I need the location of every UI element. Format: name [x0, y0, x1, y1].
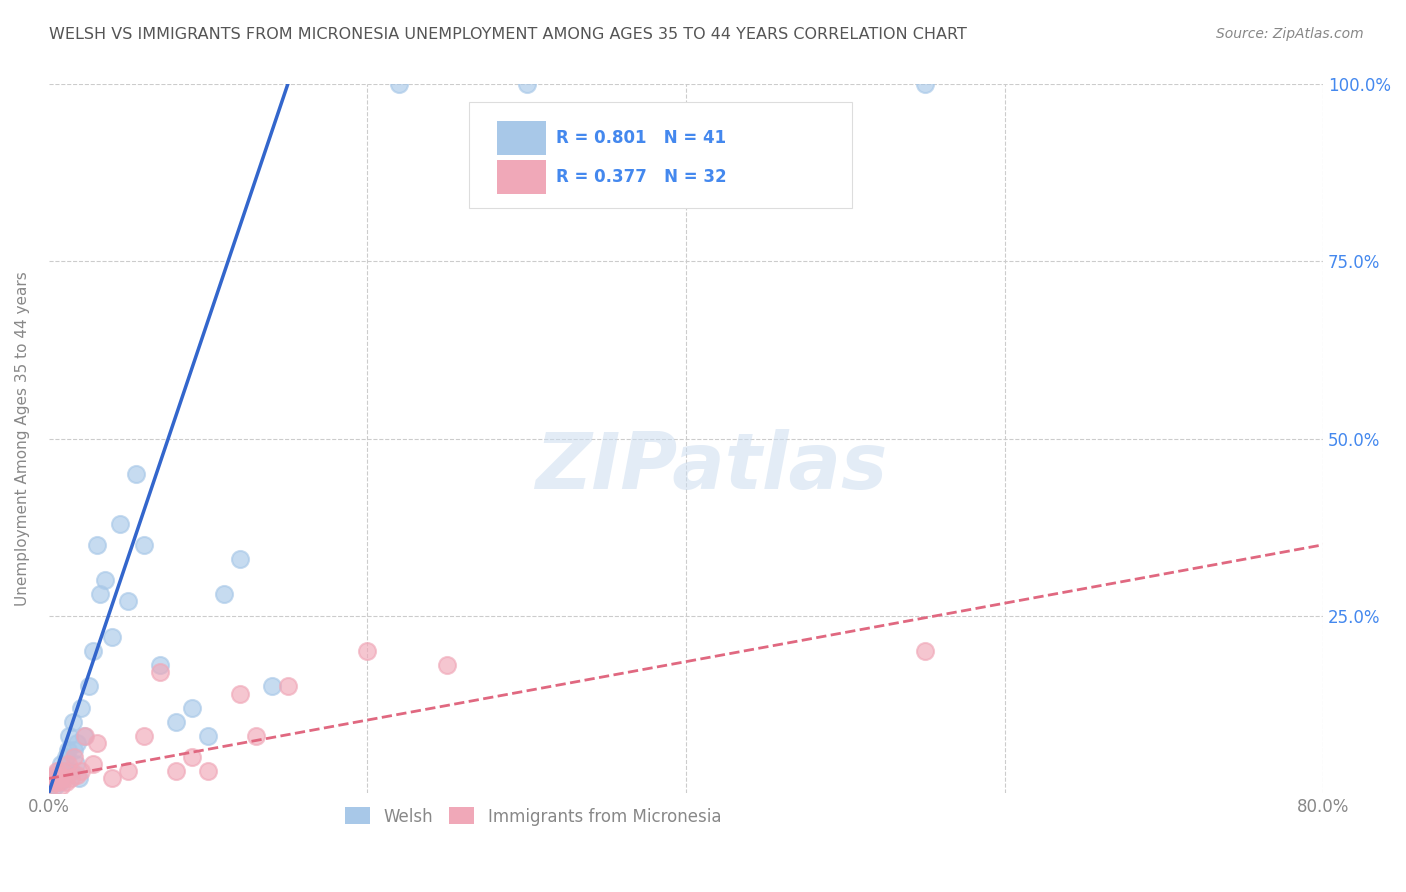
Point [86, 736, 108, 750]
Point [53, 772, 76, 786]
Point [436, 658, 458, 673]
Legend: Welsh, Immigrants from Micronesia: Welsh, Immigrants from Micronesia [336, 799, 730, 834]
Point [165, 764, 187, 779]
Point [117, 764, 139, 779]
Point [229, 552, 252, 566]
Point [44, 779, 66, 793]
Point [93, 573, 115, 587]
Point [197, 729, 219, 743]
Point [149, 665, 172, 680]
Point [125, 467, 148, 481]
Point [388, 78, 411, 92]
Point [356, 644, 378, 658]
Point [46, 775, 69, 789]
FancyBboxPatch shape [498, 121, 546, 155]
Point [39, 779, 62, 793]
Point [42, 772, 65, 786]
Point [49, 772, 72, 786]
Point [65, 757, 87, 772]
Text: R = 0.377   N = 32: R = 0.377 N = 32 [555, 169, 727, 186]
Point [181, 750, 204, 764]
Point [58, 729, 80, 743]
Point [149, 658, 172, 673]
Point [66, 768, 89, 782]
FancyBboxPatch shape [470, 103, 852, 209]
Point [67, 772, 90, 786]
Point [66, 736, 89, 750]
Point [260, 680, 283, 694]
Point [277, 680, 299, 694]
FancyBboxPatch shape [498, 161, 546, 194]
Point [134, 729, 156, 743]
Point [60, 764, 83, 779]
Point [56, 743, 79, 757]
Point [134, 538, 156, 552]
Text: WELSH VS IMMIGRANTS FROM MICRONESIA UNEMPLOYMENT AMONG AGES 35 TO 44 YEARS CORRE: WELSH VS IMMIGRANTS FROM MICRONESIA UNEM… [49, 27, 967, 42]
Point [69, 764, 91, 779]
Point [914, 644, 936, 658]
Point [51, 757, 73, 772]
Point [60, 772, 83, 786]
Point [110, 516, 132, 531]
Point [101, 630, 124, 644]
Point [101, 772, 124, 786]
Point [51, 779, 73, 793]
Point [86, 538, 108, 552]
Point [212, 587, 235, 601]
Text: Source: ZipAtlas.com: Source: ZipAtlas.com [1216, 27, 1364, 41]
Point [41, 775, 63, 789]
Point [197, 764, 219, 779]
Point [82, 644, 104, 658]
Point [229, 686, 252, 700]
Point [63, 743, 86, 757]
Point [52, 772, 75, 786]
Point [62, 714, 84, 729]
Point [63, 750, 86, 764]
Point [77, 680, 100, 694]
Point [245, 729, 267, 743]
Y-axis label: Unemployment Among Ages 35 to 44 years: Unemployment Among Ages 35 to 44 years [15, 271, 30, 606]
Point [46, 764, 69, 779]
Point [117, 594, 139, 608]
Point [914, 78, 936, 92]
Point [55, 750, 77, 764]
Point [55, 775, 77, 789]
Point [181, 700, 204, 714]
Point [516, 78, 538, 92]
Point [73, 729, 96, 743]
Point [44, 768, 66, 782]
Point [89, 587, 111, 601]
Point [45, 764, 67, 779]
Point [52, 764, 75, 779]
Point [45, 772, 67, 786]
Point [41, 772, 63, 786]
Point [42, 775, 65, 789]
Point [82, 757, 104, 772]
Text: ZIPatlas: ZIPatlas [536, 429, 887, 505]
Point [75, 729, 97, 743]
Text: R = 0.801   N = 41: R = 0.801 N = 41 [555, 128, 725, 146]
Point [39, 779, 62, 793]
Point [56, 757, 79, 772]
Point [53, 764, 76, 779]
Point [165, 714, 187, 729]
Point [69, 700, 91, 714]
Point [49, 775, 72, 789]
